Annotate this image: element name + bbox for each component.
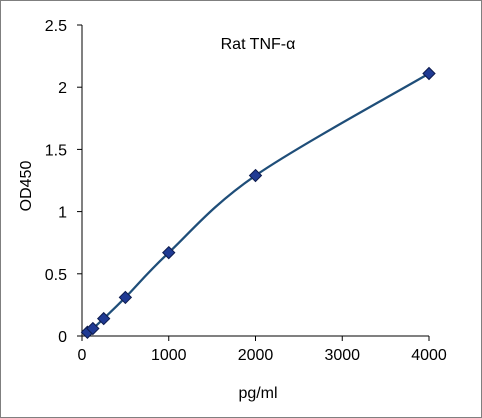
y-tick-label: 2.5 <box>45 18 67 35</box>
x-tick-label: 2000 <box>238 347 274 364</box>
x-tick-label: 4000 <box>411 347 447 364</box>
y-tick-label: 1 <box>58 205 67 222</box>
chart-title: Rat TNF-α <box>221 36 296 53</box>
data-point <box>162 245 176 260</box>
x-tick-label: 0 <box>78 347 87 364</box>
data-points <box>80 66 436 339</box>
x-axis-title: pg/ml <box>238 385 277 402</box>
y-tick-label: 0.5 <box>45 267 67 284</box>
data-point <box>96 311 111 326</box>
y-axis-title: OD450 <box>18 161 35 212</box>
series-line <box>86 72 430 334</box>
data-point <box>248 168 263 183</box>
y-tick-label: 1.5 <box>45 142 67 159</box>
x-tick-label: 3000 <box>324 347 360 364</box>
x-tick-label: 1000 <box>151 347 187 364</box>
y-axis-ticks: 0 0.5 1 1.5 2 2.5 <box>45 18 82 346</box>
y-tick-label: 2 <box>58 80 67 97</box>
data-point <box>86 321 100 336</box>
data-point <box>118 290 133 305</box>
data-point <box>422 66 436 81</box>
x-axis-ticks: 0 1000 2000 3000 4000 <box>78 336 447 364</box>
y-tick-label: 0 <box>58 329 67 346</box>
